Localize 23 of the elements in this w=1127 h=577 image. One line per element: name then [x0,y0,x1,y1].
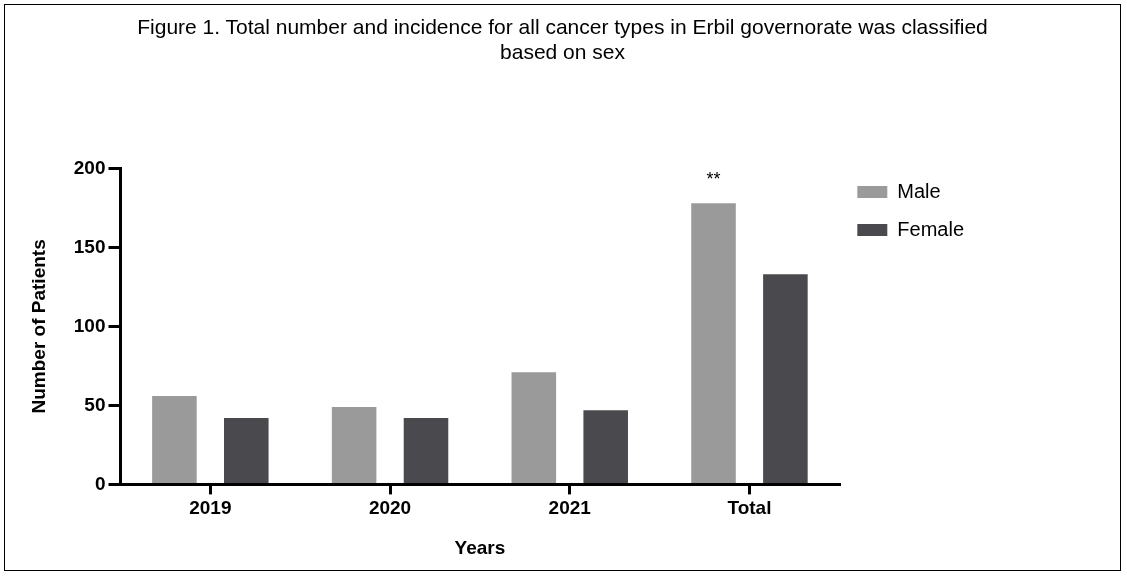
bar [331,406,377,483]
legend-label: Female [897,217,965,240]
chart-title: Figure 1. Total number and incidence for all cancer types in Erbil governorate was classified based on sex [136,14,989,64]
bar [583,410,628,483]
y-tick-label: 50 [84,393,106,415]
y-tick-label: 200 [73,156,106,178]
x-tick-label: 2019 [189,497,232,519]
legend-label: Male [897,179,941,202]
bar [511,372,557,483]
bar [224,418,269,483]
x-tick-label: 2021 [548,497,592,519]
bar [152,395,197,483]
x-tick-label: 2020 [368,497,412,519]
x-axis-title: Years [454,536,506,558]
annotation: ** [706,169,721,190]
bar [691,203,736,483]
y-tick-label: 150 [73,235,106,257]
y-tick-label: 0 [94,472,106,494]
x-tick-label: Total [727,497,772,519]
y-tick-label: 100 [73,314,106,336]
bar [763,274,808,483]
y-axis-title: Number of Patients [27,239,49,414]
bar [403,418,449,483]
